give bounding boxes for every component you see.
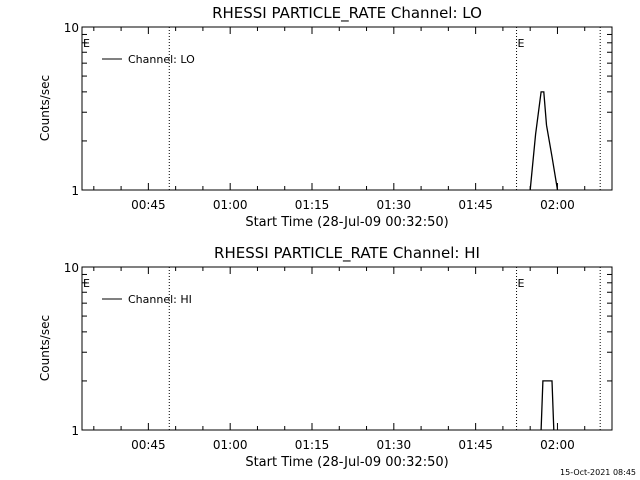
chart-lo-xtick-label-2: 01:15 xyxy=(295,198,330,212)
chart-lo-event-marker-0: E xyxy=(83,37,90,50)
chart-hi-ylabel: Counts/sec xyxy=(38,315,52,381)
chart-hi-xticks: 00:45 01:00 01:15 01:30 01:45 02:00 xyxy=(93,267,613,452)
chart-lo-xticks: 00:45 01:00 01:15 01:30 01:45 02:00 xyxy=(93,27,613,212)
chart-hi-vlines xyxy=(168,267,601,430)
chart-lo-ytick-label-1: 10 xyxy=(64,21,79,35)
chart-hi-series-line xyxy=(540,380,555,431)
chart-lo-xtick-label-3: 01:30 xyxy=(377,198,412,212)
chart-hi-xtick-label-2: 01:15 xyxy=(295,438,330,452)
chart-lo-title: RHESSI PARTICLE_RATE Channel: LO xyxy=(212,4,482,23)
chart-hi-xtick-label-5: 02:00 xyxy=(540,438,575,452)
chart-hi: RHESSI PARTICLE_RATE Channel: HI Counts/… xyxy=(38,244,613,470)
chart-hi-event-marker-1: E xyxy=(518,277,525,290)
footer-timestamp: 15-Oct-2021 08:45 xyxy=(560,468,636,477)
chart-lo-yticks: 1 10 xyxy=(64,21,612,198)
chart-lo-ytick-label-0: 1 xyxy=(71,184,79,198)
chart-lo-series-line xyxy=(529,91,559,191)
chart-hi-xtick-label-4: 01:45 xyxy=(458,438,493,452)
chart-lo-event-marker-1: E xyxy=(518,37,525,50)
chart-hi-legend-label: Channel: HI xyxy=(128,293,192,306)
chart-lo-ylabel: Counts/sec xyxy=(38,75,52,141)
chart-lo: RHESSI PARTICLE_RATE Channel: LO Counts/… xyxy=(38,4,613,230)
chart-lo-xlabel: Start Time (28-Jul-09 00:32:50) xyxy=(245,215,448,230)
chart-lo-xtick-label-5: 02:00 xyxy=(540,198,575,212)
chart-lo-legend: Channel: LO xyxy=(102,53,195,66)
chart-hi-legend: Channel: HI xyxy=(102,293,192,306)
chart-hi-frame xyxy=(81,266,613,431)
chart-lo-legend-label: Channel: LO xyxy=(128,53,195,66)
chart-hi-event-marker-0: E xyxy=(83,277,90,290)
chart-hi-yticks: 1 10 xyxy=(64,261,612,438)
chart-lo-frame xyxy=(81,26,613,191)
chart-lo-xtick-label-4: 01:45 xyxy=(458,198,493,212)
chart-hi-xtick-label-1: 01:00 xyxy=(213,438,248,452)
chart-lo-vlines xyxy=(168,27,601,190)
chart-hi-ytick-label-1: 10 xyxy=(64,261,79,275)
chart-hi-xlabel: Start Time (28-Jul-09 00:32:50) xyxy=(245,455,448,470)
chart-lo-xtick-label-0: 00:45 xyxy=(131,198,166,212)
chart-hi-title: RHESSI PARTICLE_RATE Channel: HI xyxy=(214,244,480,263)
chart-hi-xtick-label-3: 01:30 xyxy=(377,438,412,452)
chart-hi-xtick-label-0: 00:45 xyxy=(131,438,166,452)
chart-lo-xtick-label-1: 01:00 xyxy=(213,198,248,212)
chart-hi-ytick-label-0: 1 xyxy=(71,424,79,438)
